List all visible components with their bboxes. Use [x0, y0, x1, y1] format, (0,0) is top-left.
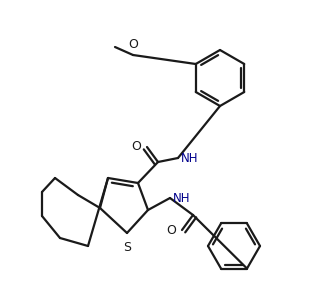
Text: O: O	[131, 140, 141, 154]
Text: NH: NH	[181, 152, 199, 164]
Text: O: O	[166, 223, 176, 237]
Text: S: S	[123, 241, 131, 254]
Text: NH: NH	[173, 192, 190, 204]
Text: O: O	[128, 38, 138, 51]
